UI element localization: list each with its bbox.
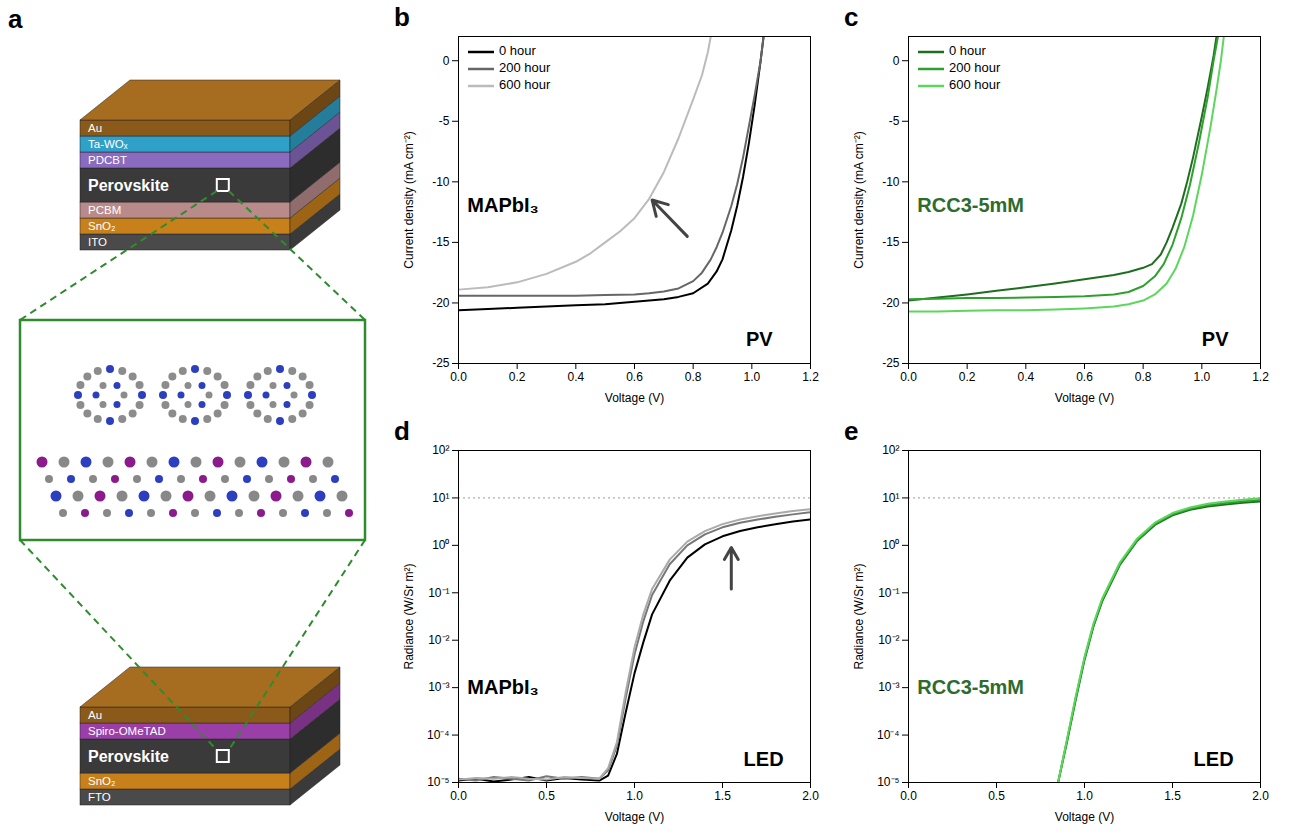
svg-text:SnO₂: SnO₂ xyxy=(88,220,115,232)
svg-text:1.5: 1.5 xyxy=(714,789,731,803)
svg-text:1.0: 1.0 xyxy=(743,370,760,384)
svg-text:0: 0 xyxy=(893,54,900,68)
svg-text:RCC3-5mM: RCC3-5mM xyxy=(917,194,1024,216)
svg-text:-5: -5 xyxy=(439,114,450,128)
svg-text:0.4: 0.4 xyxy=(567,370,584,384)
svg-text:-15: -15 xyxy=(882,235,900,249)
svg-text:Perovskite: Perovskite xyxy=(88,748,169,765)
svg-text:FTO: FTO xyxy=(88,791,111,803)
svg-text:2.0: 2.0 xyxy=(1252,789,1269,803)
svg-text:0.5: 0.5 xyxy=(988,789,1005,803)
svg-text:PDCBT: PDCBT xyxy=(88,154,127,166)
svg-text:Perovskite: Perovskite xyxy=(88,177,169,194)
svg-text:RCC3-5mM: RCC3-5mM xyxy=(917,676,1024,698)
html-text:e: e xyxy=(844,416,859,446)
html-text:200 hour: 200 hour xyxy=(949,60,1001,75)
svg-text:Radiance (W/Sr m²): Radiance (W/Sr m²) xyxy=(402,563,416,669)
svg-text:10⁻¹: 10⁻¹ xyxy=(428,586,449,600)
svg-text:10⁻³: 10⁻³ xyxy=(428,680,449,694)
svg-text:-10: -10 xyxy=(432,175,450,189)
svg-text:1.5: 1.5 xyxy=(1164,789,1181,803)
svg-text:0.0: 0.0 xyxy=(450,370,467,384)
svg-text:-5: -5 xyxy=(889,114,900,128)
svg-text:Radiance (W/Sr m²): Radiance (W/Sr m²) xyxy=(852,563,866,669)
html-text:200 hour: 200 hour xyxy=(499,60,551,75)
svg-text:10⁻³: 10⁻³ xyxy=(878,680,899,694)
svg-text:10⁻⁵: 10⁻⁵ xyxy=(427,775,449,789)
svg-text:10⁻⁴: 10⁻⁴ xyxy=(427,728,450,742)
svg-text:-15: -15 xyxy=(432,235,450,249)
svg-text:10⁻¹: 10⁻¹ xyxy=(878,586,899,600)
svg-text:PCBM: PCBM xyxy=(88,204,121,216)
svg-text:Voltage (V): Voltage (V) xyxy=(605,391,664,405)
svg-text:ITO: ITO xyxy=(88,236,107,248)
svg-text:0.0: 0.0 xyxy=(900,370,917,384)
svg-text:10⁻²: 10⁻² xyxy=(428,633,449,647)
svg-text:10⁻⁴: 10⁻⁴ xyxy=(877,728,900,742)
svg-text:Current density (mA cm⁻²): Current density (mA cm⁻²) xyxy=(402,131,416,268)
svg-text:-10: -10 xyxy=(882,175,900,189)
svg-text:0.6: 0.6 xyxy=(1076,370,1093,384)
svg-text:10⁻⁵: 10⁻⁵ xyxy=(877,775,899,789)
html-text:600 hour: 600 hour xyxy=(949,77,1001,92)
svg-text:0.0: 0.0 xyxy=(450,789,467,803)
svg-text:Current density (mA cm⁻²): Current density (mA cm⁻²) xyxy=(852,131,866,268)
svg-text:Voltage (V): Voltage (V) xyxy=(605,810,664,824)
svg-text:MAPbI₃: MAPbI₃ xyxy=(467,676,538,698)
svg-text:10²: 10² xyxy=(432,443,449,457)
svg-text:10¹: 10¹ xyxy=(882,491,899,505)
svg-text:0.4: 0.4 xyxy=(1017,370,1034,384)
html-text:c: c xyxy=(844,2,859,32)
html-text:b: b xyxy=(394,2,410,32)
svg-text:0.8: 0.8 xyxy=(685,370,702,384)
html-text:0 hour: 0 hour xyxy=(499,43,536,58)
html-text:0 hour: 0 hour xyxy=(949,43,986,58)
svg-text:10¹: 10¹ xyxy=(432,491,449,505)
svg-text:a: a xyxy=(8,4,23,34)
svg-text:-20: -20 xyxy=(432,296,450,310)
svg-text:Au: Au xyxy=(88,709,102,721)
svg-text:1.0: 1.0 xyxy=(626,789,643,803)
svg-text:1.2: 1.2 xyxy=(802,370,819,384)
svg-text:10⁰: 10⁰ xyxy=(882,538,899,552)
svg-text:LED: LED xyxy=(1194,748,1234,770)
svg-text:10²: 10² xyxy=(882,443,899,457)
svg-text:Spiro-OMeTAD: Spiro-OMeTAD xyxy=(88,725,166,737)
svg-text:Voltage (V): Voltage (V) xyxy=(1055,810,1114,824)
html-text:600 hour: 600 hour xyxy=(499,77,551,92)
svg-text:10⁰: 10⁰ xyxy=(432,538,449,552)
svg-text:0: 0 xyxy=(443,54,450,68)
svg-text:10⁻²: 10⁻² xyxy=(878,633,899,647)
svg-text:0.6: 0.6 xyxy=(626,370,643,384)
svg-text:LED: LED xyxy=(744,748,784,770)
svg-text:0.2: 0.2 xyxy=(509,370,526,384)
html-text:d: d xyxy=(394,416,410,446)
svg-text:1.0: 1.0 xyxy=(1193,370,1210,384)
svg-text:2.0: 2.0 xyxy=(802,789,819,803)
svg-text:SnO₂: SnO₂ xyxy=(88,775,115,787)
svg-text:-25: -25 xyxy=(882,356,900,370)
svg-text:PV: PV xyxy=(1202,328,1229,350)
svg-text:Ta-WOₓ: Ta-WOₓ xyxy=(88,138,128,150)
svg-text:Au: Au xyxy=(88,122,102,134)
svg-text:0.0: 0.0 xyxy=(900,789,917,803)
svg-text:0.5: 0.5 xyxy=(538,789,555,803)
svg-text:MAPbI₃: MAPbI₃ xyxy=(467,194,538,216)
svg-text:1.0: 1.0 xyxy=(1076,789,1093,803)
svg-text:-25: -25 xyxy=(432,356,450,370)
svg-text:0.2: 0.2 xyxy=(959,370,976,384)
svg-text:-20: -20 xyxy=(882,296,900,310)
svg-text:Voltage (V): Voltage (V) xyxy=(1055,391,1114,405)
svg-text:0.8: 0.8 xyxy=(1135,370,1152,384)
svg-text:PV: PV xyxy=(746,328,773,350)
svg-text:1.2: 1.2 xyxy=(1252,370,1269,384)
